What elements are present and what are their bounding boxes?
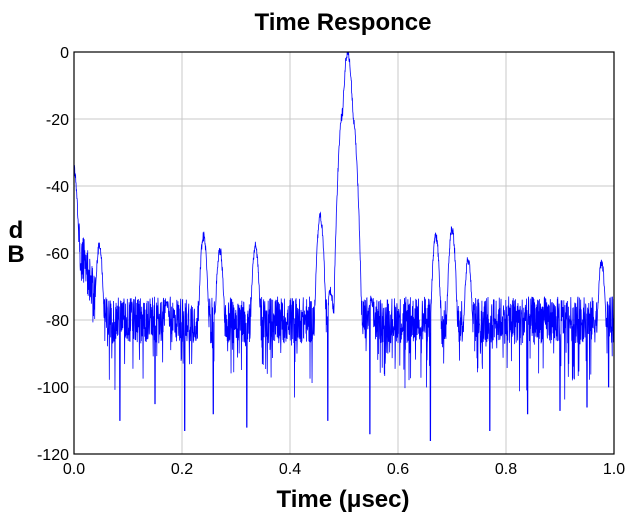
x-tick-label: 0.4 [279,461,301,478]
y-tick-label: -40 [46,179,69,196]
y-tick-label: 0 [60,45,69,62]
x-tick-label: 0.2 [171,461,193,478]
x-tick-labels: 0.0 0.2 0.4 0.6 0.8 1.0 [63,461,625,478]
y-tick-label: -80 [46,313,69,330]
chart-title: Time Responce [255,9,432,36]
plot-frame [73,51,615,455]
time-response-line [73,51,615,441]
x-tick-label: 0.6 [387,461,409,478]
y-tick-label: -100 [37,380,69,397]
x-tick-label: 0.8 [495,461,517,478]
x-axis-label: Time (μsec) [277,486,410,513]
y-tick-label: -120 [37,447,69,464]
y-tick-label: -20 [46,112,69,129]
y-tick-labels: 0 -20 -40 -60 -80 -100 -120 [37,45,69,464]
x-tick-label: 1.0 [603,461,625,478]
y-tick-label: -60 [46,246,69,263]
series-group [73,51,615,441]
x-tick-label: 0.0 [63,461,85,478]
